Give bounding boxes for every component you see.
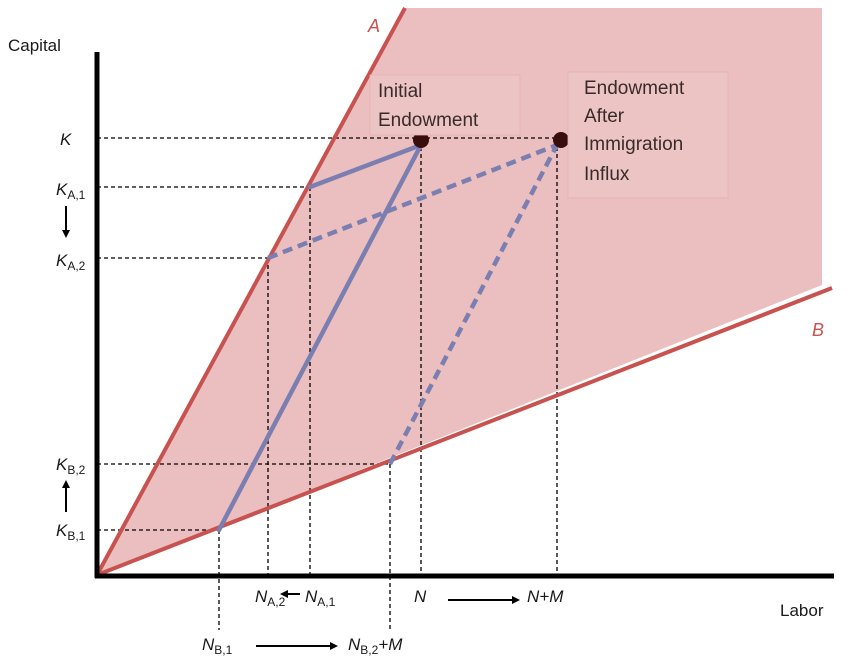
initial-endowment-point [413,132,429,148]
after-immigration-box [567,71,729,199]
after-vector-b [388,143,559,466]
tick-nb1: NB,1 [202,635,233,656]
ray-a [95,7,407,576]
after-vector-a [267,142,558,261]
after-immigration-label: Endowment After Immigration Influx [584,78,690,185]
tick-k: K [60,130,72,149]
tick-na2: NA,2 [255,587,286,609]
tick-kb1: KB,1 [56,521,86,543]
ray-a-label: A [367,16,380,36]
ray-b-label: B [812,320,824,340]
tick-ka2: KA,2 [56,251,86,273]
y-axis-label: Capital [8,36,61,55]
tick-n: N [414,587,427,606]
tick-ka1: KA,1 [56,180,86,202]
initial-endowment-box [369,74,521,136]
after-immigration-allocation [267,142,559,466]
tick-kb2: KB,2 [56,455,86,477]
after-immigration-point [553,132,569,148]
initial-vector-a [307,142,424,190]
tick-npm: N+M [527,587,564,606]
initial-endowment-label: Initial Endowment [378,81,479,131]
tick-nb2: NB,2+M [348,635,403,656]
vertical-guides [218,140,558,630]
tick-na1: NA,1 [305,587,336,609]
x-axis-label: Labor [780,601,824,620]
horizontal-guides [97,137,561,531]
